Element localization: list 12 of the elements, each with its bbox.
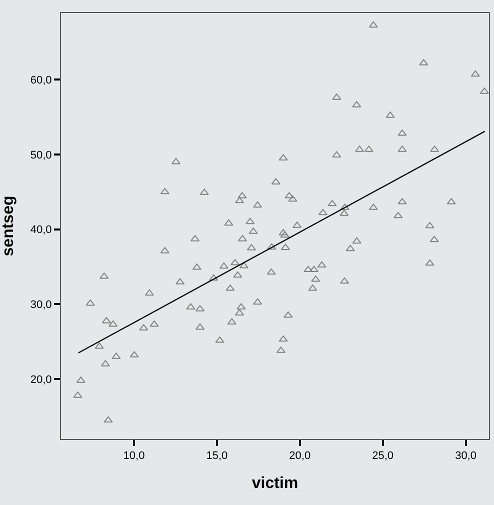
x-tick-label: 10,0 bbox=[123, 450, 145, 462]
x-tick-label: 25,0 bbox=[372, 450, 394, 462]
x-tick-label: 15,0 bbox=[206, 450, 228, 462]
y-axis-title: sentseg bbox=[0, 196, 17, 256]
y-tick-label: 20,0 bbox=[30, 374, 52, 386]
y-tick-label: 30,0 bbox=[30, 299, 52, 312]
y-tick-label: 60,0 bbox=[30, 74, 52, 86]
x-axis-title: victim bbox=[252, 474, 298, 492]
y-tick-label: 50,0 bbox=[30, 149, 52, 162]
x-tick-label: 20,0 bbox=[289, 450, 311, 462]
y-tick-label: 40,0 bbox=[30, 224, 52, 236]
x-tick-label: 30,0 bbox=[455, 450, 476, 462]
